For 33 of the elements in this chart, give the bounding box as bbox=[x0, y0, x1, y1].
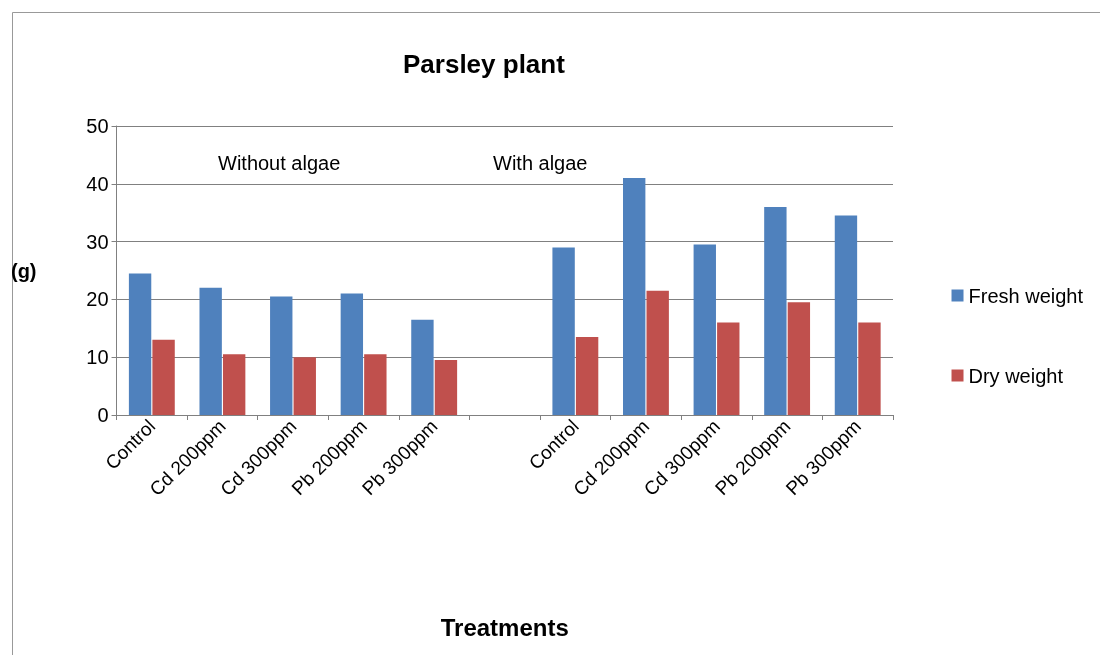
y-tick-label: 20 bbox=[86, 288, 109, 311]
y-tick-label: 50 bbox=[86, 115, 109, 137]
legend-label: Fresh weight bbox=[968, 284, 1084, 307]
bar bbox=[152, 339, 175, 415]
bar bbox=[128, 273, 152, 415]
legend-label: Dry weight bbox=[968, 364, 1064, 387]
bar bbox=[552, 247, 575, 415]
y-axis-title: (g) bbox=[10, 259, 37, 282]
bar bbox=[623, 178, 646, 415]
y-tick-label: 10 bbox=[86, 346, 109, 369]
bar bbox=[199, 287, 222, 415]
bar bbox=[575, 336, 599, 415]
y-tick-label: 0 bbox=[97, 404, 109, 426]
y-tick-label: 40 bbox=[86, 172, 109, 195]
x-axis-title: Treatments bbox=[440, 613, 569, 641]
bar bbox=[646, 290, 669, 415]
bar bbox=[787, 302, 811, 415]
y-tick-label: 30 bbox=[86, 230, 109, 253]
bar bbox=[434, 360, 458, 415]
annotation: Without algae bbox=[218, 152, 341, 174]
bar bbox=[411, 319, 434, 415]
bar bbox=[717, 322, 740, 415]
bar bbox=[764, 206, 787, 415]
bar bbox=[340, 293, 364, 415]
bar bbox=[222, 354, 246, 415]
bar bbox=[293, 357, 316, 415]
bar bbox=[270, 296, 293, 415]
bar bbox=[834, 215, 858, 415]
chart-title: Parsley plant bbox=[403, 49, 566, 79]
bar bbox=[858, 322, 881, 415]
bar bbox=[364, 354, 387, 415]
annotation: With algae bbox=[493, 152, 588, 174]
bar bbox=[693, 244, 716, 415]
